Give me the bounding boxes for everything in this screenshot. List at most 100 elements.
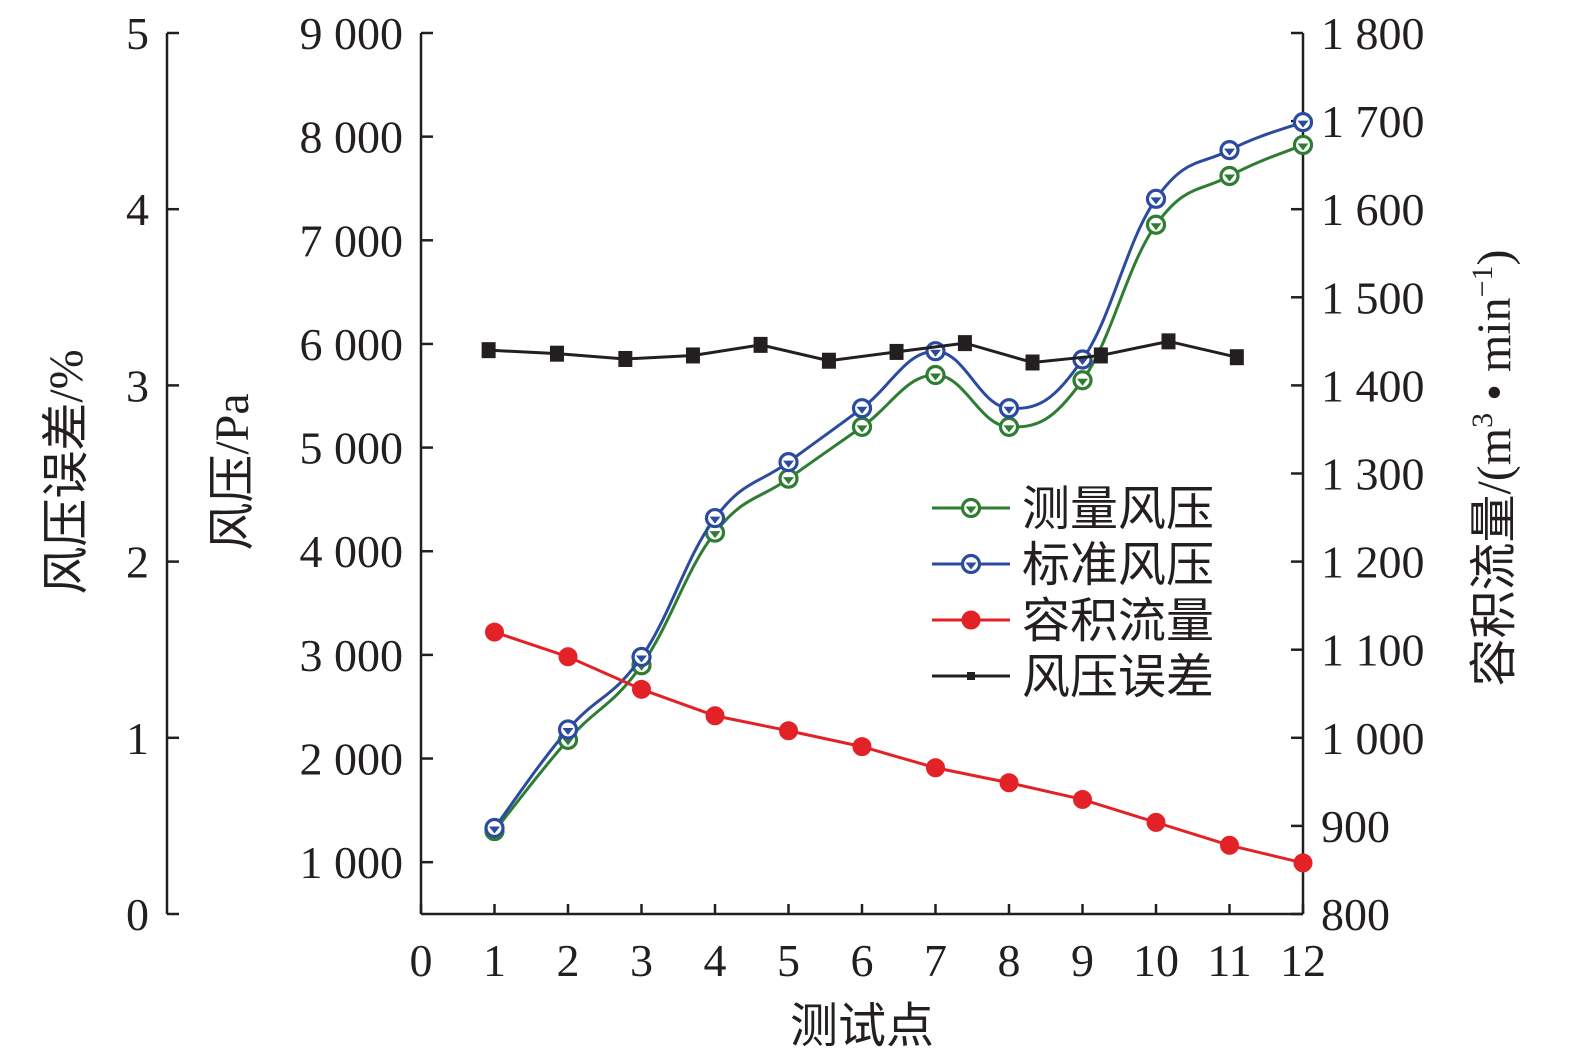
- pressure-tick-label: 6 000: [300, 319, 404, 370]
- series-1: [484, 112, 1314, 839]
- legend-item: 标准风压: [932, 539, 1214, 592]
- marker-notch: [636, 655, 647, 663]
- legend-swatch-marker: [960, 553, 982, 575]
- pressure-tick-label: 5 000: [300, 423, 404, 474]
- series-1-point: [778, 451, 799, 473]
- series-3-point: [1025, 354, 1040, 371]
- marker-notch: [1150, 197, 1162, 205]
- flow-tick-label: 1 500: [1321, 272, 1425, 323]
- marker-notch: [709, 516, 721, 524]
- error-tick-label: 3: [126, 360, 149, 411]
- marker-notch: [1003, 425, 1015, 433]
- series-0-point: [778, 468, 799, 489]
- series-3-point: [1093, 347, 1108, 364]
- flow-tick-label: 1 600: [1321, 184, 1425, 235]
- legend-swatch-marker: [961, 610, 981, 630]
- flow-tick-label: 800: [1321, 889, 1390, 940]
- legend-swatch-marker: [967, 672, 975, 680]
- series-3-point: [1161, 333, 1176, 350]
- series-2-point: [1146, 812, 1166, 832]
- legend-item: 容积流量: [932, 595, 1214, 648]
- pressure-tick-label: 7 000: [300, 215, 404, 266]
- marker-notch: [1224, 148, 1235, 156]
- series-2-point: [705, 706, 725, 726]
- series-3-point: [549, 345, 564, 362]
- error-tick-label: 4: [126, 184, 149, 235]
- series-3-point: [889, 343, 904, 360]
- series-3-point: [481, 342, 496, 359]
- marker-notch: [856, 406, 868, 414]
- flow-axis-title: 容积流量/(m3 • min−1): [1466, 249, 1521, 686]
- x-tick-label: 8: [998, 935, 1021, 986]
- series-3-point: [753, 336, 768, 353]
- x-tick-label: 6: [851, 935, 874, 986]
- error-tick-label: 2: [126, 537, 149, 588]
- x-axis-title: 测试点: [790, 1000, 934, 1053]
- legend-label: 容积流量: [1022, 595, 1214, 648]
- series-2-point: [632, 679, 651, 699]
- x-tick-label: 0: [410, 935, 433, 986]
- series-3-point: [618, 350, 633, 367]
- marker-notch: [1150, 223, 1162, 231]
- x-tick-label: 10: [1133, 935, 1179, 986]
- error-tick-label: 1: [126, 713, 149, 764]
- series-0-point: [998, 416, 1020, 437]
- legend-label: 标准风压: [1022, 539, 1214, 592]
- pressure-tick-label: 3 000: [300, 630, 404, 681]
- marker-notch: [1077, 357, 1088, 365]
- series-1-point: [1219, 140, 1240, 161]
- marker-notch: [1077, 378, 1088, 386]
- series-1-point: [557, 719, 579, 740]
- series-3-point: [1229, 349, 1244, 366]
- series-3-line: [488, 339, 1238, 365]
- flow-tick-label: 1 700: [1321, 96, 1425, 147]
- flow-tick-label: 900: [1321, 801, 1390, 852]
- legend-label: 测量风压: [1022, 483, 1214, 536]
- x-tick-label: 4: [704, 935, 727, 986]
- marker-notch: [965, 562, 977, 570]
- marker-notch: [965, 506, 977, 514]
- series-2-point: [999, 773, 1019, 793]
- marker-notch: [562, 728, 574, 736]
- flow-tick-label: 1 200: [1321, 537, 1425, 588]
- flow-axis-title-part: −1: [1466, 265, 1499, 297]
- marker-notch: [1297, 120, 1309, 128]
- series-2-point: [1220, 835, 1239, 855]
- x-tick-label: 5: [777, 935, 800, 986]
- series-2-point: [558, 647, 578, 667]
- error-tick-label: 5: [126, 8, 149, 59]
- flow-axis-title-part: 容积流量/(m: [1468, 428, 1521, 687]
- series-0-point: [1072, 370, 1093, 391]
- flow-tick-label: 1 300: [1321, 449, 1425, 500]
- series-0-point: [1219, 165, 1240, 187]
- series-3: [481, 333, 1244, 371]
- series-3-point: [957, 335, 972, 352]
- flow-tick-label: 1 000: [1321, 713, 1425, 764]
- series-2-point: [1293, 853, 1313, 873]
- marker-notch: [1224, 174, 1235, 182]
- pressure-tick-label: 4 000: [300, 526, 404, 577]
- series-2: [485, 622, 1313, 873]
- marker-notch: [930, 349, 941, 357]
- legend-item: 测量风压: [932, 483, 1214, 536]
- legend-label: 风压误差: [1022, 651, 1214, 704]
- series-1-point: [1145, 188, 1167, 209]
- pressure-tick-label: 8 000: [300, 112, 404, 163]
- series-0-point: [704, 522, 726, 543]
- series-1-point: [484, 817, 505, 839]
- x-tick-label: 12: [1280, 935, 1326, 986]
- x-tick-label: 2: [557, 935, 580, 986]
- series-3-point: [685, 347, 700, 364]
- marker-notch: [783, 477, 794, 485]
- series-2-point: [852, 737, 872, 757]
- series-0-point: [851, 416, 873, 437]
- marker-notch: [562, 738, 574, 746]
- error-axis-title: 风压误差/%: [40, 349, 93, 594]
- series-1-point: [1292, 112, 1314, 133]
- series-3-point: [821, 352, 836, 369]
- series-0-point: [1292, 134, 1314, 156]
- legend-item: 风压误差: [932, 651, 1214, 704]
- series-1-point: [851, 398, 873, 419]
